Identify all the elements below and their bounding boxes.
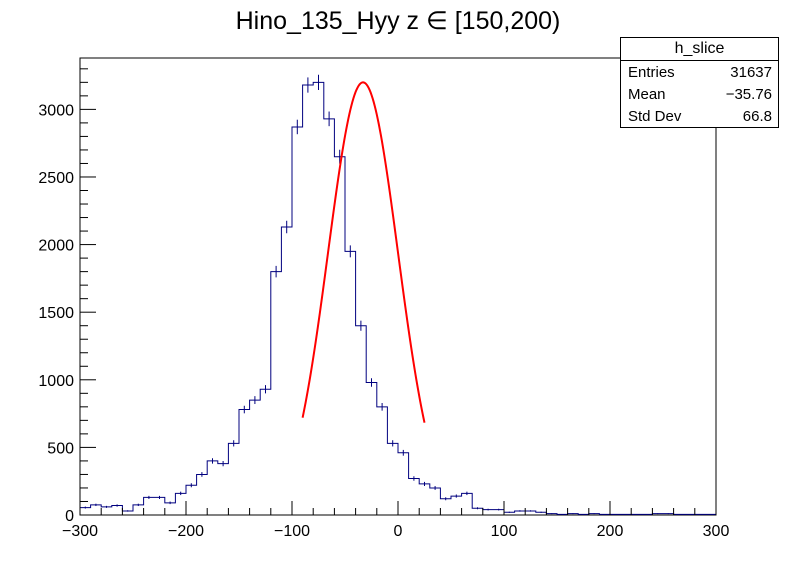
stats-label: Entries bbox=[628, 64, 675, 81]
gaussian-fit-curve bbox=[301, 81, 426, 423]
x-tick-label: −300 bbox=[62, 523, 98, 540]
fit-layer bbox=[301, 81, 426, 423]
stats-label: Mean bbox=[628, 86, 666, 103]
y-tick-label: 2000 bbox=[38, 238, 74, 255]
stats-value: 66.8 bbox=[742, 108, 772, 125]
axis-layer: −300 −200 −100 0 100 200 300050010001500200025… bbox=[38, 68, 730, 540]
histogram-outline bbox=[80, 81, 716, 515]
stats-row-stddev: Std Dev 66.8 bbox=[621, 105, 778, 127]
y-tick-label: 1500 bbox=[38, 305, 74, 322]
x-tick-label: 100 bbox=[491, 523, 518, 540]
x-tick-label: 0 bbox=[394, 523, 403, 540]
x-tick-label: 300 bbox=[703, 523, 730, 540]
y-tick-label: 0 bbox=[65, 508, 74, 525]
histogram-layer bbox=[80, 74, 716, 515]
chart-title: Hino_135_Hyy z ∈ [150,200) bbox=[235, 7, 561, 35]
stats-row-mean: Mean −35.76 bbox=[621, 83, 778, 105]
x-tick-label: 200 bbox=[597, 523, 624, 540]
stats-name: h_slice bbox=[621, 38, 778, 61]
stats-row-entries: Entries 31637 bbox=[621, 61, 778, 83]
y-tick-label: 3000 bbox=[38, 102, 74, 119]
x-tick-label: −100 bbox=[274, 523, 310, 540]
stats-box: h_slice Entries 31637 Mean −35.76 Std De… bbox=[620, 37, 779, 128]
y-tick-label: 500 bbox=[47, 440, 74, 457]
y-tick-label: 1000 bbox=[38, 373, 74, 390]
y-tick-label: 2500 bbox=[38, 170, 74, 187]
stats-label: Std Dev bbox=[628, 108, 682, 125]
x-tick-label: −200 bbox=[168, 523, 204, 540]
stats-value: −35.76 bbox=[725, 86, 772, 103]
stats-value: 31637 bbox=[730, 64, 772, 81]
